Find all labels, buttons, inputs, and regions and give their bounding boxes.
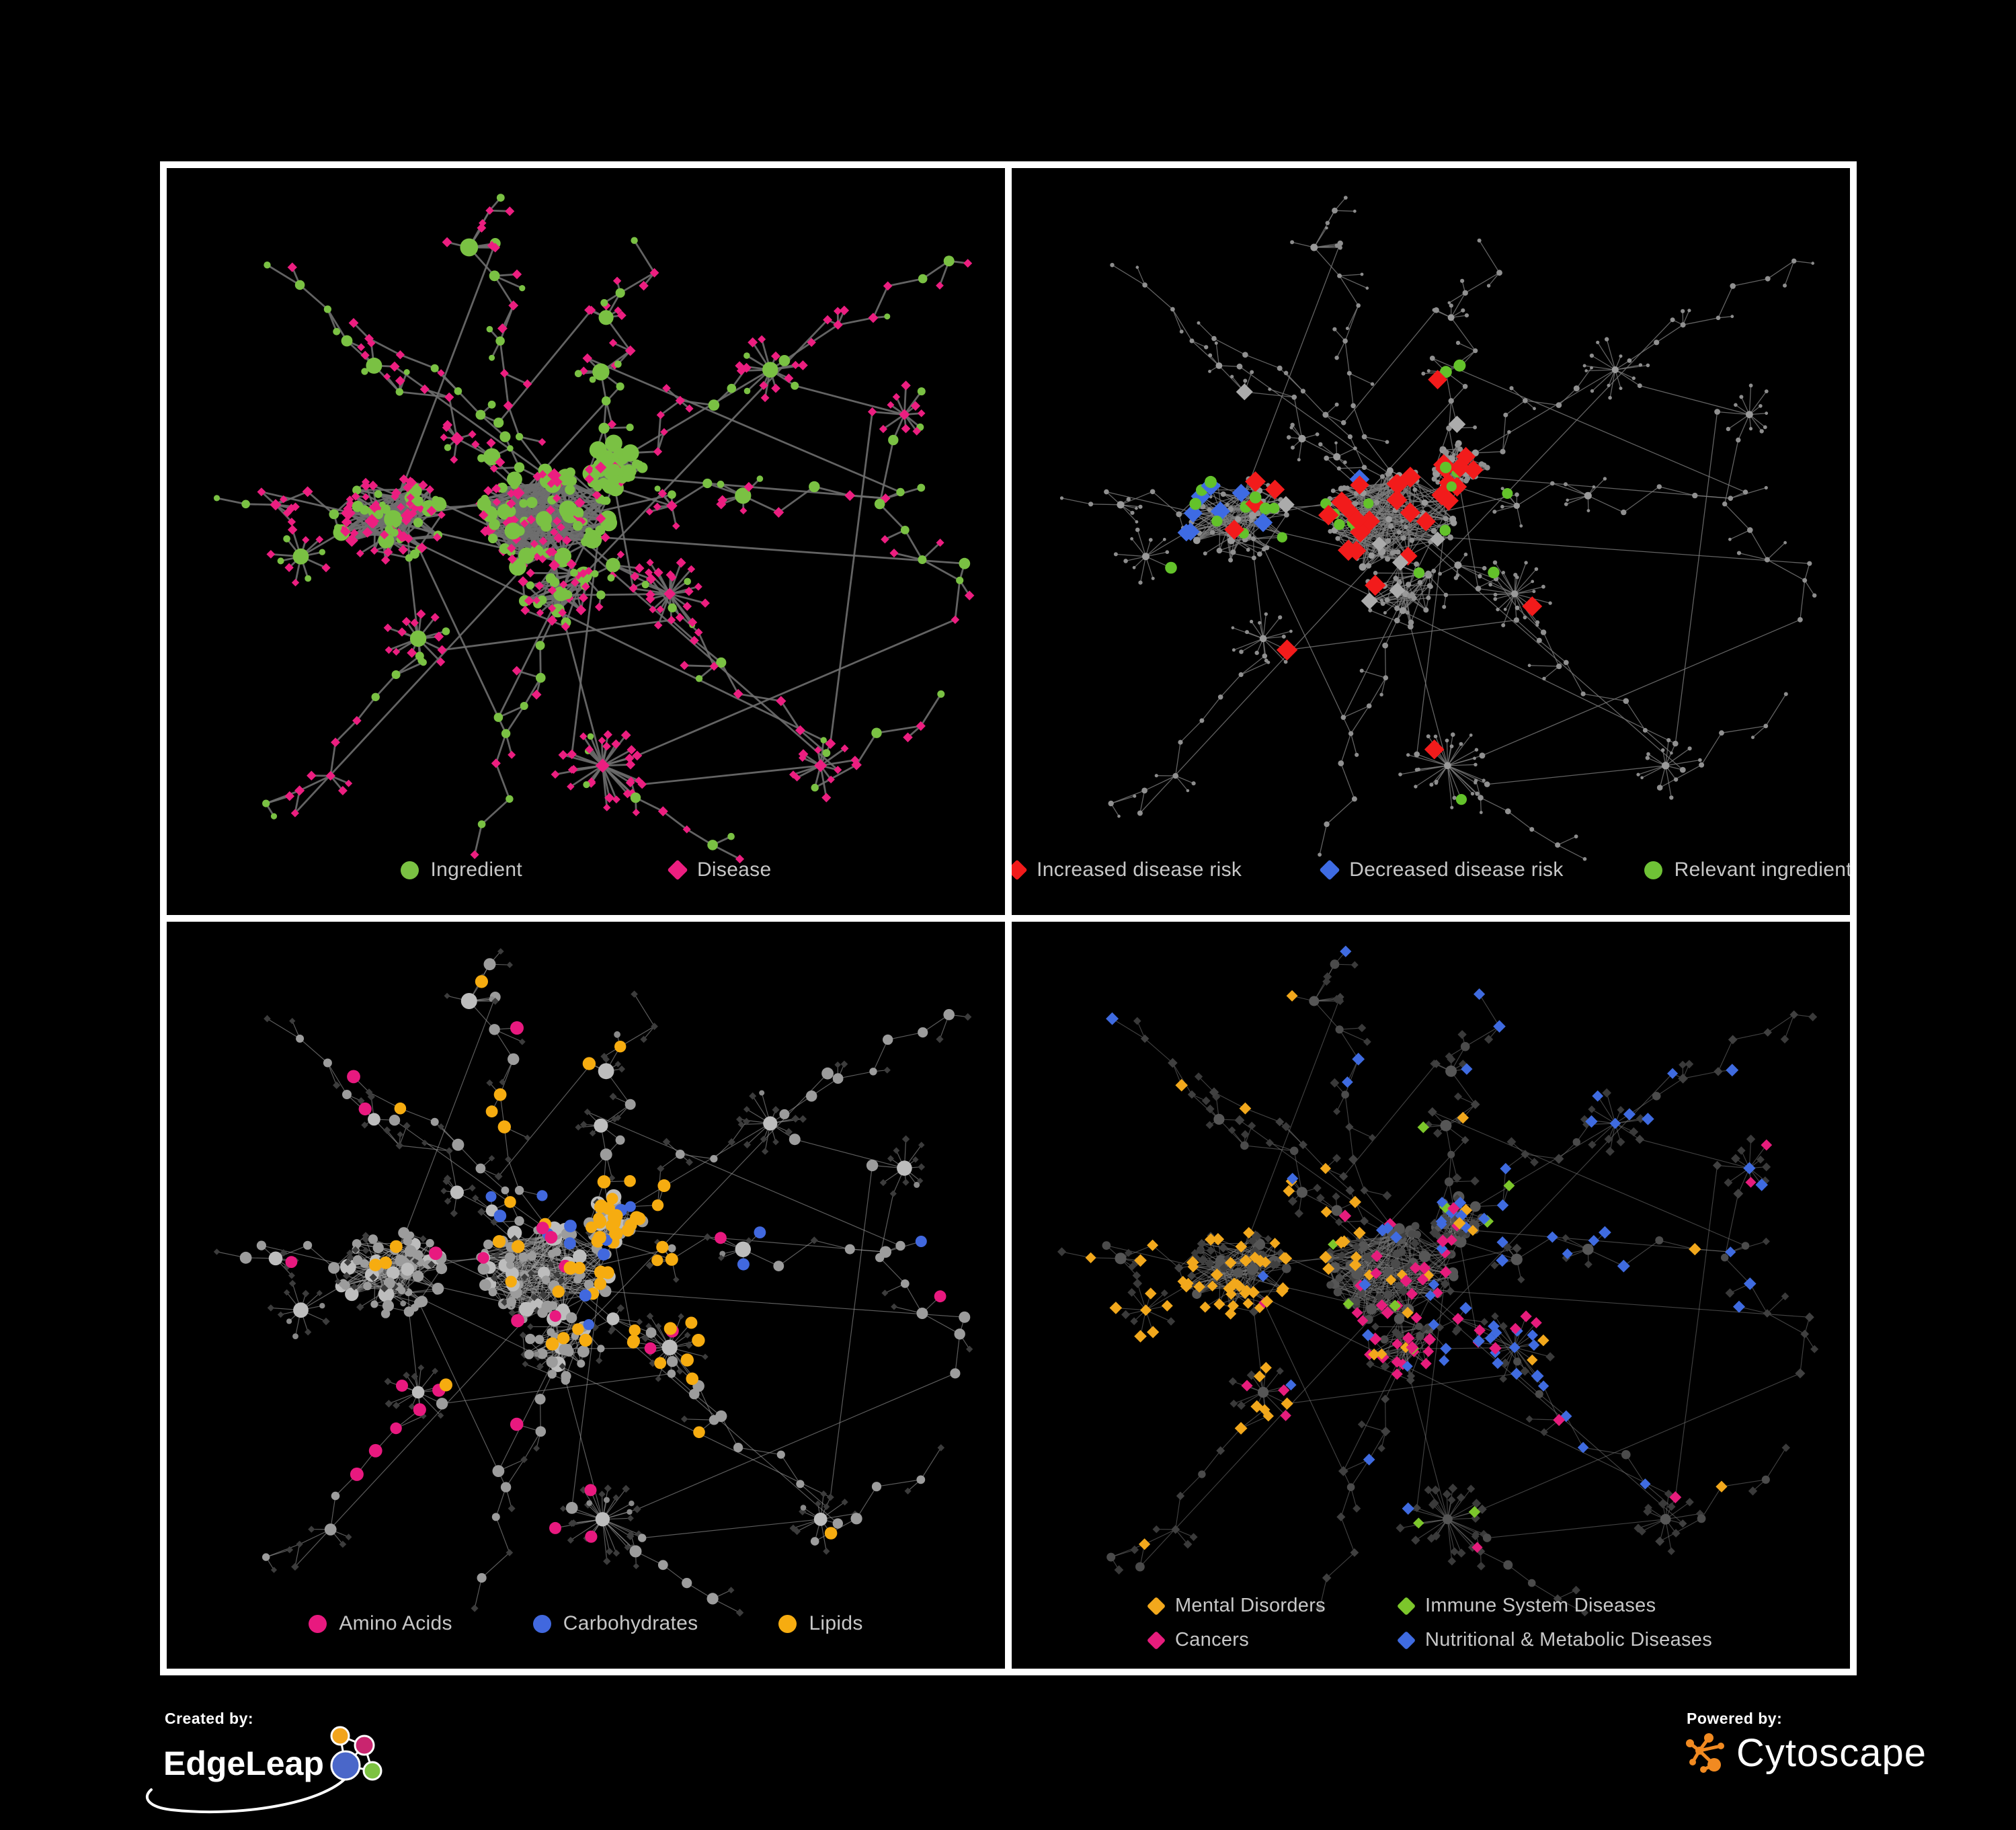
amino-acids-marker-icon — [309, 1615, 327, 1633]
legend-metabolite-classes: Amino Acids Carbohydrates Lipids — [167, 1612, 1005, 1635]
legend-disease-classes: Mental Disorders Immune System Diseases … — [1012, 1595, 1850, 1651]
legend-item-relevant-ingredient: Relevant ingredient — [1644, 859, 1850, 881]
figure-grid: Ingredient Disease Increased disease ris… — [160, 161, 1857, 1675]
legend-label-cancers: Cancers — [1175, 1629, 1249, 1651]
carbohydrates-marker-icon — [533, 1615, 551, 1633]
legend-label-decreased-risk: Decreased disease risk — [1349, 859, 1563, 881]
increased-risk-marker-icon — [1012, 859, 1028, 880]
edgeleap-logo-icon — [315, 1724, 385, 1799]
legend-label-disease: Disease — [697, 859, 771, 881]
legend-label-immune-system-diseases: Immune System Diseases — [1425, 1595, 1656, 1617]
legend-label-increased-risk: Increased disease risk — [1037, 859, 1242, 881]
cytoscape-brand: Cytoscape — [1736, 1730, 1927, 1776]
network-graph-disease-risk — [1012, 168, 1850, 915]
relevant-ingredient-marker-icon — [1644, 861, 1662, 879]
edgeleap-brand: EdgeLeap — [163, 1744, 324, 1783]
legend-item-immune-system-diseases: Immune System Diseases — [1400, 1595, 1712, 1617]
network-graph-metabolite-classes — [167, 922, 1005, 1669]
cytoscape-attribution: Powered by: Cytoscape — [1684, 1710, 1966, 1790]
legend-label-mental-disorders: Mental Disorders — [1175, 1595, 1326, 1617]
legend-item-ingredient: Ingredient — [401, 859, 522, 881]
cancers-marker-icon — [1147, 1630, 1166, 1649]
decreased-risk-marker-icon — [1320, 859, 1340, 880]
legend-disease-risk: Increased disease risk Decreased disease… — [1012, 859, 1850, 881]
mental-disorders-marker-icon — [1147, 1596, 1166, 1615]
panel-metabolite-classes: Amino Acids Carbohydrates Lipids — [167, 922, 1005, 1669]
legend-item-amino-acids: Amino Acids — [309, 1612, 452, 1635]
immune-system-diseases-marker-icon — [1397, 1596, 1416, 1615]
legend-item-carbohydrates: Carbohydrates — [533, 1612, 698, 1635]
panel-ingredient-disease: Ingredient Disease — [167, 168, 1005, 915]
legend-label-relevant-ingredient: Relevant ingredient — [1675, 859, 1850, 881]
network-graph-ingredient-disease — [167, 168, 1005, 915]
legend-item-lipids: Lipids — [778, 1612, 862, 1635]
panel-disease-classes: Mental Disorders Immune System Diseases … — [1012, 922, 1850, 1669]
powered-by-label: Powered by: — [1687, 1710, 1966, 1728]
legend-item-decreased-risk: Decreased disease risk — [1322, 859, 1563, 881]
legend-item-cancers: Cancers — [1150, 1629, 1326, 1651]
disease-marker-icon — [667, 859, 688, 880]
panel-disease-risk: Increased disease risk Decreased disease… — [1012, 168, 1850, 915]
legend-ingredient-disease: Ingredient Disease — [167, 859, 1005, 881]
legend-item-mental-disorders: Mental Disorders — [1150, 1595, 1326, 1617]
legend-item-nutritional-metabolic-diseases: Nutritional & Metabolic Diseases — [1400, 1629, 1712, 1651]
legend-item-increased-risk: Increased disease risk — [1012, 859, 1242, 881]
legend-label-amino-acids: Amino Acids — [339, 1612, 452, 1635]
network-graph-disease-classes — [1012, 922, 1850, 1669]
cytoscape-logo-icon — [1684, 1731, 1728, 1776]
lipids-marker-icon — [778, 1615, 797, 1633]
legend-item-disease: Disease — [670, 859, 771, 881]
legend-label-ingredient: Ingredient — [431, 859, 522, 881]
edgeleap-attribution: Created by: EdgeLeap — [157, 1710, 385, 1811]
ingredient-marker-icon — [401, 861, 419, 879]
legend-label-lipids: Lipids — [809, 1612, 862, 1635]
nutritional-metabolic-diseases-marker-icon — [1397, 1630, 1416, 1649]
legend-label-nutritional-metabolic-diseases: Nutritional & Metabolic Diseases — [1425, 1629, 1712, 1651]
legend-label-carbohydrates: Carbohydrates — [563, 1612, 698, 1635]
